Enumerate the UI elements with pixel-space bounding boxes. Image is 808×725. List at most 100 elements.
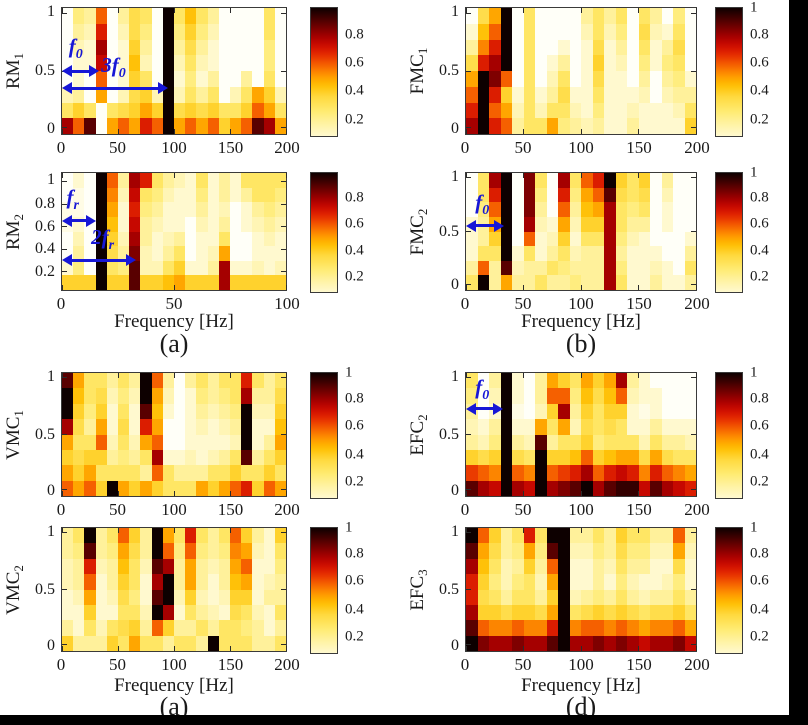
heatmap-cell	[207, 403, 219, 420]
heatmap-cell	[569, 604, 581, 621]
heatmap-cell	[592, 403, 604, 420]
heatmap-cell	[523, 403, 535, 420]
colorbar-tick-label: 0.2	[345, 628, 364, 645]
heatmap-cell	[466, 231, 478, 247]
heatmap-cell	[151, 23, 163, 40]
colorbar-tick-label: 0.8	[345, 189, 364, 206]
heatmap-cell	[466, 202, 478, 217]
colorbar-tick-labels: 0.2 0.4 0.6 0.8	[342, 172, 376, 291]
heatmap-cell	[684, 434, 696, 450]
heatmap-cell	[673, 449, 685, 466]
heatmap-cell	[477, 403, 489, 420]
heatmap-plot: fr 2fr	[61, 172, 287, 291]
heatmap-cell	[523, 86, 535, 103]
heatmap-cell	[106, 39, 118, 56]
heatmap-cell	[466, 86, 478, 103]
heatmap-cell	[466, 23, 478, 40]
heatmap-cell	[140, 449, 152, 466]
heatmap-cell	[581, 23, 593, 40]
heatmap-cell	[84, 388, 96, 404]
heatmap-cell	[512, 449, 524, 466]
heatmap-cell	[106, 55, 118, 71]
heatmap-cell	[162, 403, 174, 420]
heatmap-cell	[615, 373, 627, 389]
heatmap-cell	[218, 574, 230, 590]
heatmap-cell	[73, 574, 85, 590]
heatmap-cell	[477, 528, 489, 544]
heatmap-cell	[546, 260, 558, 276]
annotation-layer	[62, 373, 286, 496]
heatmap-cell	[466, 8, 478, 24]
heatmap-cell	[466, 71, 478, 87]
heatmap-cell	[673, 434, 685, 450]
heatmap-cell	[263, 635, 275, 651]
heatmap-cell	[207, 187, 219, 203]
heatmap-cell	[62, 558, 74, 575]
y-tick-labels: 0 0.5 1	[23, 4, 57, 136]
heatmap-cell	[62, 187, 74, 203]
heatmap-cell	[62, 388, 74, 404]
heatmap-cell	[638, 373, 650, 389]
heatmap-cell	[229, 173, 242, 188]
heatmap-cell	[129, 388, 141, 404]
panel-rm2: RM2 0.2 0.4 0.6 0.8 1 fr 2fr 0 50 100 0.2 0.4 0.6…	[3, 172, 364, 313]
y-tick-label: 1	[47, 171, 55, 189]
heatmap-cell	[241, 480, 253, 496]
heatmap-cell	[129, 23, 141, 40]
heatmap-cell	[581, 39, 593, 56]
heatmap-cell	[218, 71, 230, 87]
heatmap-cell	[185, 528, 197, 544]
heatmap-cell	[581, 202, 593, 217]
heatmap-cell	[151, 246, 163, 261]
heatmap-cell	[241, 419, 253, 435]
heatmap-cell	[650, 246, 662, 261]
heatmap-cell	[73, 528, 85, 544]
heatmap-cell	[661, 543, 673, 559]
heatmap-cell	[489, 604, 501, 621]
heatmap-cell	[173, 434, 186, 450]
heatmap-cell	[684, 480, 696, 496]
heatmap-cell	[274, 635, 286, 651]
heatmap-cell	[581, 543, 593, 559]
heatmap-cell	[140, 528, 152, 544]
heatmap-cell	[523, 23, 535, 40]
heatmap-cell	[477, 246, 489, 261]
heatmap-cell	[106, 480, 118, 496]
heatmap-cell	[207, 543, 219, 559]
heatmap-cell	[95, 543, 107, 559]
heatmap-cell	[604, 434, 616, 450]
heatmap-cell	[129, 86, 141, 103]
heatmap-cell	[489, 589, 501, 605]
heatmap-cell	[489, 449, 501, 466]
heatmap-cell	[638, 231, 650, 247]
heatmap-cell	[500, 23, 512, 40]
heatmap-cell	[106, 543, 118, 559]
heatmap-cell	[252, 231, 264, 247]
heatmap-cell	[73, 449, 85, 466]
y-tick-label: 0.5	[439, 580, 459, 598]
heatmap-cell	[523, 373, 535, 389]
heatmap-cell	[638, 23, 650, 40]
heatmap-cell	[615, 574, 627, 590]
heatmap-cell	[218, 23, 230, 40]
heatmap-cell	[162, 480, 174, 496]
heatmap-cell	[650, 449, 662, 466]
heatmap-cell	[196, 231, 208, 247]
heatmap-cell	[661, 419, 673, 435]
heatmap-cell	[252, 187, 264, 203]
heatmap-cell	[196, 216, 208, 232]
heatmap-cell	[466, 388, 478, 404]
heatmap-cell	[673, 202, 685, 217]
heatmap-cell	[604, 173, 616, 188]
heatmap-cell	[162, 246, 174, 261]
heatmap-cell	[117, 102, 130, 119]
heatmap-cell	[661, 480, 673, 496]
heatmap-cell	[241, 231, 253, 247]
heatmap-cell	[274, 55, 286, 71]
heatmap-cell	[252, 434, 264, 450]
heatmap-cell	[274, 275, 286, 290]
heatmap-cell	[581, 187, 593, 203]
panel-rm1: RM1 0 0.5 1 f0 3f0 0 50 100 150 200 0.2 0.4 0.6 0.…	[3, 4, 364, 157]
heatmap-cell	[684, 102, 696, 119]
heatmap-cell	[489, 373, 501, 389]
